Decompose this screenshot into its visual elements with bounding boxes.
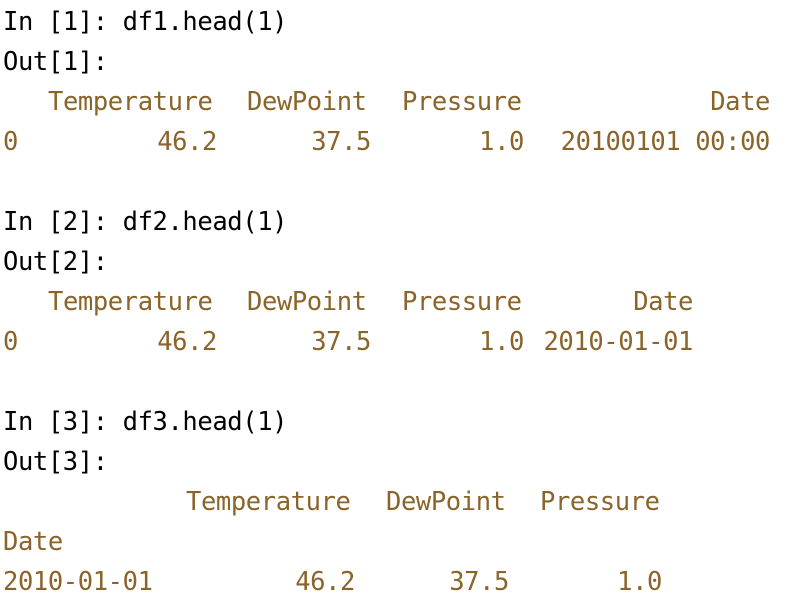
- input-line-2: In [2]: df2.head(1): [0, 202, 788, 242]
- table-row-1: 0 46.2 37.5 1.0 20100101 00:00: [0, 122, 788, 162]
- column-header: DewPoint: [247, 87, 367, 117]
- column-header: Date: [633, 287, 693, 317]
- index-name: Date: [3, 527, 63, 557]
- column-header: Date: [710, 87, 770, 117]
- blank-line: [0, 362, 788, 402]
- row-index: 2010-01-01: [3, 567, 153, 597]
- input-line-1: In [1]: df1.head(1): [0, 2, 788, 42]
- table-header-1: Temperature DewPoint Pressure Date: [0, 82, 788, 122]
- table-header-3: Temperature DewPoint Pressure: [0, 482, 788, 522]
- table-row-2: 0 46.2 37.5 1.0 2010-01-01: [0, 322, 788, 362]
- table-cell: 2010-01-01: [543, 327, 693, 357]
- table-cell: 1.0: [479, 327, 524, 357]
- table-cell: 46.2: [157, 127, 217, 157]
- table-cell: 37.5: [449, 567, 509, 597]
- row-index: 0: [3, 327, 18, 357]
- output-prompt: Out[2]:: [3, 247, 108, 277]
- input-prompt: In [3]: df3.head(1): [3, 407, 288, 437]
- table-cell: 37.5: [311, 327, 371, 357]
- table-cell: 37.5: [311, 127, 371, 157]
- column-header: Temperature: [48, 87, 213, 117]
- table-header-2: Temperature DewPoint Pressure Date: [0, 282, 788, 322]
- table-cell: 46.2: [157, 327, 217, 357]
- column-header: Pressure: [402, 287, 522, 317]
- column-header: Pressure: [540, 487, 660, 517]
- row-index: 0: [3, 127, 18, 157]
- column-header: Temperature: [48, 287, 213, 317]
- table-cell: 1.0: [479, 127, 524, 157]
- column-header: Temperature: [186, 487, 351, 517]
- column-header: Pressure: [402, 87, 522, 117]
- table-cell: 1.0: [617, 567, 662, 597]
- column-header: DewPoint: [247, 287, 367, 317]
- output-label-line-2: Out[2]:: [0, 242, 788, 282]
- index-name-line-3: Date: [0, 522, 788, 562]
- output-label-line-3: Out[3]:: [0, 442, 788, 482]
- column-header: DewPoint: [386, 487, 506, 517]
- table-cell: 20100101 00:00: [560, 127, 771, 157]
- output-label-line-1: Out[1]:: [0, 42, 788, 82]
- output-prompt: Out[1]:: [3, 47, 108, 77]
- input-prompt: In [1]: df1.head(1): [3, 7, 288, 37]
- blank-line: [0, 162, 788, 202]
- output-prompt: Out[3]:: [3, 447, 108, 477]
- input-line-3: In [3]: df3.head(1): [0, 402, 788, 442]
- table-cell: 46.2: [295, 567, 355, 597]
- input-prompt: In [2]: df2.head(1): [3, 207, 288, 237]
- table-row-3: 2010-01-01 46.2 37.5 1.0: [0, 562, 788, 602]
